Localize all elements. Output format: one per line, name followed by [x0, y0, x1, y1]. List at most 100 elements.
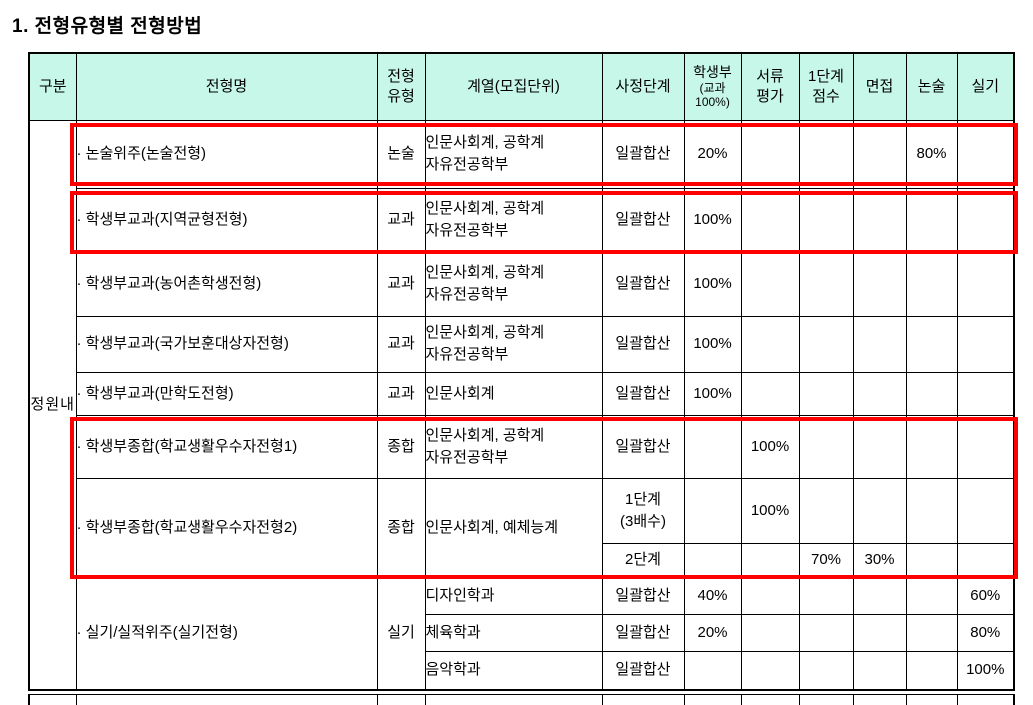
header-interview: 면접: [852, 52, 907, 121]
table-row: · 학생부교과(국가보훈대상자전형) 교과 인문사회계, 공학계 자유전공학부 …: [29, 315, 1015, 373]
category-cell: 정원내: [28, 119, 77, 691]
header-stage1-score: 1단계 점수: [798, 52, 854, 121]
cell-record: 100%: [683, 315, 742, 373]
cell-doc: [740, 251, 800, 317]
cell-field: 체육학과: [424, 613, 603, 652]
cell-essay: [905, 542, 958, 578]
cell-practical: [956, 477, 1015, 544]
header-stage: 사정단계: [601, 52, 685, 121]
cell-type: 교과: [376, 251, 426, 317]
cell-doc: [740, 187, 800, 253]
cell: [601, 694, 685, 705]
table-row: · 학생부교과(지역균형전형) 교과 인문사회계, 공학계 자유전공학부 일괄합…: [29, 187, 1015, 253]
cell-s1: [798, 371, 854, 416]
cell-practical: [956, 542, 1015, 578]
cell-field: 인문사회계, 공학계 자유전공학부: [424, 187, 603, 253]
cell-doc: [740, 119, 800, 189]
cell-field: 인문사회계: [424, 371, 603, 416]
cell-record: 20%: [683, 613, 742, 652]
cell-record: 100%: [683, 251, 742, 317]
cell-s1: [798, 414, 854, 479]
cell: [740, 694, 800, 705]
cell-name: · 학생부교과(만학도전형): [75, 371, 378, 416]
cell-doc: [740, 315, 800, 373]
table-row: 정원내 · 논술위주(논술전형) 논술 인문사회계, 공학계 자유전공학부 일괄…: [28, 119, 1015, 691]
cell-record: 100%: [683, 187, 742, 253]
cell-name: · 실기/실적위주(실기전형): [75, 576, 378, 691]
header-practical: 실기: [956, 52, 1015, 121]
cell-name: · 학생부교과(농어촌학생전형): [75, 251, 378, 317]
cell: [905, 694, 958, 705]
cell-record: 40%: [683, 576, 742, 615]
cell-type: 교과: [376, 315, 426, 373]
cell-doc: [740, 576, 800, 615]
table-row: 체육학과 일괄합산 20% 80%: [29, 613, 1015, 652]
next-row-borders: [28, 694, 1015, 705]
cell-practical: [956, 315, 1015, 373]
header-field: 계열(모집단위): [424, 52, 603, 121]
table-row: · 학생부종합(학교생활우수자전형1) 종합 인문사회계, 공학계 자유전공학부…: [29, 414, 1015, 479]
header-document-eval: 서류 평가: [740, 52, 800, 121]
cell-field: 인문사회계, 공학계 자유전공학부: [424, 315, 603, 373]
cell-practical: 60%: [956, 576, 1015, 615]
cell-essay: [905, 613, 958, 652]
cell-stage: 일괄합산: [601, 187, 685, 253]
header-student-record-line2: (교과: [699, 80, 726, 95]
cell-field: 인문사회계, 공학계 자유전공학부: [424, 414, 603, 479]
table-row: 음악학과 일괄합산 100%: [29, 650, 1015, 691]
cell-name: · 학생부교과(국가보훈대상자전형): [75, 315, 378, 373]
cell-essay: [905, 650, 958, 691]
cell-type: 종합: [376, 477, 426, 578]
header-essay: 논술: [905, 52, 958, 121]
cell-interview: [852, 119, 907, 189]
cell-interview: [852, 576, 907, 615]
cell: [28, 694, 77, 705]
cell-essay: [905, 187, 958, 253]
cell-type: 교과: [376, 371, 426, 416]
cell-stage: 일괄합산: [601, 315, 685, 373]
cell-field: 음악학과: [424, 650, 603, 691]
cell-record: [683, 650, 742, 691]
cell: [75, 694, 378, 705]
cell-interview: [852, 477, 907, 544]
cell-record: 100%: [683, 371, 742, 416]
table-row: · 실기/실적위주(실기전형) 실기 디자인학과 일괄합산 40% 60%: [29, 576, 1015, 691]
cell-stage: 일괄합산: [601, 414, 685, 479]
cell-essay: [905, 414, 958, 479]
cell-essay: [905, 315, 958, 373]
cell-interview: [852, 187, 907, 253]
header-row: 구분 전형명 전형 유형 계열(모집단위) 사정단계 학생부 (교과 100%) 서…: [28, 52, 1015, 121]
table-row: · 학생부종합(학교생활우수자전형2) 종합 인문사회계, 예체능계 1단계 (…: [29, 477, 1015, 578]
cell-stage: 일괄합산: [601, 576, 685, 615]
cell-record: [683, 477, 742, 544]
cell: [424, 694, 603, 705]
header-admission-name: 전형명: [75, 52, 378, 121]
cell-stage: 일괄합산: [601, 613, 685, 652]
cell-practical: [956, 119, 1015, 189]
cell: [376, 694, 426, 705]
cell-name: · 학생부교과(지역균형전형): [75, 187, 378, 253]
cell-practical: 80%: [956, 613, 1015, 652]
cell-type: 종합: [376, 414, 426, 479]
header-admission-type: 전형 유형: [376, 52, 426, 121]
cell-stage: 일괄합산: [601, 650, 685, 691]
cell-doc: [740, 650, 800, 691]
cell-s1: [798, 315, 854, 373]
header-student-record: 학생부 (교과 100%): [683, 52, 742, 121]
cell: [852, 694, 907, 705]
cell-stage: 1단계 (3배수): [601, 477, 685, 544]
cell-type: 논술: [376, 119, 426, 189]
cell-practical: 100%: [956, 650, 1015, 691]
cell-s1: [798, 251, 854, 317]
cell-practical: [956, 414, 1015, 479]
cell-record: 20%: [683, 119, 742, 189]
cell-type: 교과: [376, 187, 426, 253]
cell-essay: [905, 576, 958, 615]
header-category: 구분: [28, 52, 77, 121]
cell-s1: [798, 187, 854, 253]
cell-interview: [852, 251, 907, 317]
cell-essay: [905, 371, 958, 416]
cell-stage: 2단계: [601, 542, 685, 578]
cell-practical: [956, 251, 1015, 317]
header-student-record-line1: 학생부: [693, 63, 732, 80]
